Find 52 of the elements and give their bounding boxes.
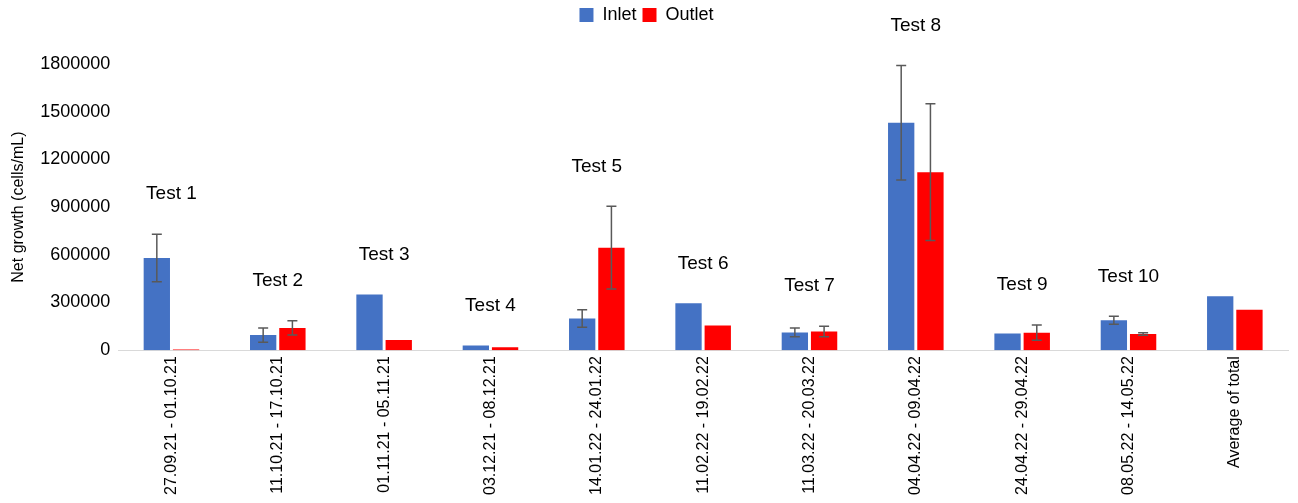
legend-label: Inlet bbox=[602, 3, 637, 24]
bar bbox=[491, 347, 519, 351]
y-tick-label: 0 bbox=[100, 339, 111, 360]
legend-label: Outlet bbox=[665, 3, 714, 24]
x-tick-label: 04.04.22 - 09.04.22 bbox=[906, 356, 924, 495]
bar bbox=[810, 331, 838, 351]
bar bbox=[781, 332, 809, 351]
bar bbox=[917, 172, 944, 351]
text: Test 8 bbox=[890, 13, 942, 35]
bar bbox=[1023, 332, 1050, 351]
annotation: Test 7 bbox=[784, 274, 835, 296]
bar bbox=[1129, 334, 1157, 351]
y-tick-label: 300000 bbox=[50, 291, 111, 312]
bar bbox=[279, 327, 306, 351]
bar bbox=[385, 339, 412, 351]
bar bbox=[1236, 309, 1263, 351]
bar bbox=[462, 345, 489, 351]
x-tick-label: 14.01.22 - 24.01.22 bbox=[587, 356, 605, 495]
bar bbox=[598, 247, 625, 351]
bar bbox=[356, 294, 383, 351]
bar bbox=[143, 257, 170, 351]
x-tick-label: 08.05.22 - 14.05.22 bbox=[1118, 356, 1136, 495]
x-tick-label: 24.04.22 - 29.04.22 bbox=[1012, 356, 1030, 495]
y-tick-label: 600000 bbox=[50, 243, 111, 264]
y-tick-label: 900000 bbox=[50, 196, 111, 217]
x-tick-label: 11.02.22 - 19.02.22 bbox=[693, 356, 711, 494]
bar bbox=[569, 318, 596, 351]
annotation: Test 1 bbox=[146, 182, 197, 204]
bar bbox=[888, 122, 915, 351]
y-tick-label: 1500000 bbox=[40, 100, 111, 121]
bar bbox=[704, 325, 731, 351]
y-axis-title: Net growth (cells/mL) bbox=[9, 131, 27, 283]
bar bbox=[675, 303, 702, 351]
annotation: Test 4 bbox=[465, 293, 517, 315]
annotation: Test 2 bbox=[252, 269, 304, 291]
x-tick-label: 01.11.21 - 05.11.21 bbox=[374, 356, 392, 493]
bar bbox=[250, 335, 277, 351]
x-tick-label: 03.12.21 - 08.12.21 bbox=[480, 356, 498, 495]
bar bbox=[994, 333, 1021, 351]
x-tick-label: 11.10.21 - 17.10.21 bbox=[268, 356, 286, 494]
x-tick-label: Average of total bbox=[1225, 356, 1243, 468]
x-tick-label: 11.03.22 - 20.03.22 bbox=[799, 356, 817, 494]
bar bbox=[1100, 320, 1128, 351]
y-tick-label: 1200000 bbox=[40, 148, 111, 169]
annotation: Test 3 bbox=[358, 242, 410, 264]
annotation: Test 9 bbox=[996, 273, 1048, 295]
annotation: Test 5 bbox=[571, 154, 623, 176]
x-tick-label: 27.09.21 - 01.10.21 bbox=[161, 356, 179, 495]
bar bbox=[1207, 296, 1234, 351]
annotation: Test 10 bbox=[1097, 264, 1160, 286]
annotation: Test 6 bbox=[677, 251, 729, 273]
y-tick-label: 1800000 bbox=[40, 52, 111, 73]
